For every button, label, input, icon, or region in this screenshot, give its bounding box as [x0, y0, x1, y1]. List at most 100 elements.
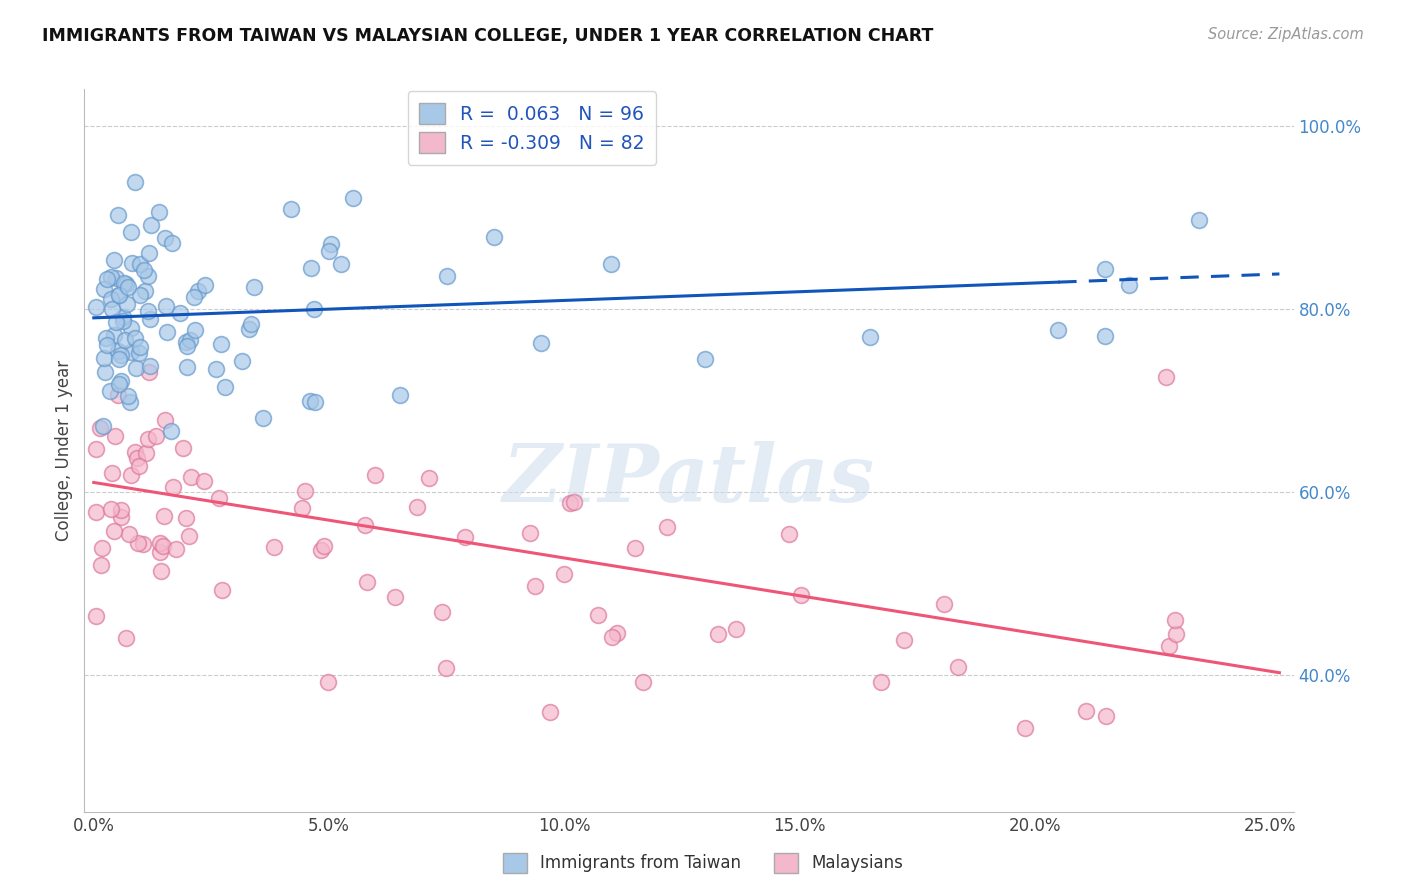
- Point: [342, 191, 364, 205]
- Point: [96, 272, 118, 286]
- Point: [434, 661, 457, 675]
- Point: [789, 588, 811, 602]
- Point: [101, 302, 124, 317]
- Point: [553, 566, 575, 581]
- Point: [870, 675, 893, 690]
- Point: [606, 626, 628, 640]
- Text: Source: ZipAtlas.com: Source: ZipAtlas.com: [1208, 27, 1364, 42]
- Point: [1188, 212, 1211, 227]
- Point: [90, 558, 112, 572]
- Point: [107, 388, 129, 402]
- Point: [118, 526, 141, 541]
- Point: [124, 445, 146, 459]
- Point: [105, 271, 128, 285]
- Point: [114, 277, 136, 291]
- Point: [388, 388, 411, 402]
- Point: [129, 257, 152, 271]
- Point: [128, 346, 150, 360]
- Point: [318, 244, 340, 258]
- Point: [184, 323, 207, 337]
- Point: [103, 327, 125, 342]
- Point: [180, 470, 202, 484]
- Point: [430, 605, 453, 619]
- Point: [136, 303, 159, 318]
- Point: [90, 541, 112, 555]
- Point: [299, 394, 322, 409]
- Text: ZIPatlas: ZIPatlas: [503, 441, 875, 518]
- Point: [138, 312, 160, 326]
- Point: [304, 395, 326, 409]
- Point: [100, 293, 122, 307]
- Point: [114, 631, 136, 645]
- Point: [156, 325, 179, 339]
- Point: [172, 442, 194, 456]
- Point: [120, 344, 142, 359]
- Point: [121, 256, 143, 270]
- Point: [152, 539, 174, 553]
- Point: [117, 280, 139, 294]
- Point: [356, 575, 378, 590]
- Point: [1014, 721, 1036, 735]
- Point: [934, 597, 956, 611]
- Point: [530, 335, 553, 350]
- Point: [600, 257, 623, 271]
- Point: [859, 330, 882, 344]
- Point: [93, 281, 115, 295]
- Point: [100, 502, 122, 516]
- Point: [128, 459, 150, 474]
- Point: [135, 446, 157, 460]
- Point: [176, 360, 198, 375]
- Point: [211, 582, 233, 597]
- Point: [174, 335, 197, 350]
- Point: [523, 579, 546, 593]
- Point: [321, 237, 343, 252]
- Point: [112, 314, 135, 328]
- Point: [1095, 709, 1118, 723]
- Point: [115, 297, 138, 311]
- Point: [1047, 323, 1070, 337]
- Point: [1094, 261, 1116, 276]
- Point: [519, 526, 541, 541]
- Point: [104, 429, 127, 443]
- Point: [209, 336, 232, 351]
- Point: [107, 376, 129, 391]
- Point: [89, 420, 111, 434]
- Point: [695, 351, 717, 366]
- Point: [125, 360, 148, 375]
- Point: [1094, 329, 1116, 343]
- Point: [110, 503, 132, 517]
- Point: [128, 340, 150, 354]
- Point: [948, 659, 970, 673]
- Point: [145, 429, 167, 443]
- Point: [136, 268, 159, 283]
- Point: [238, 322, 260, 336]
- Point: [138, 365, 160, 379]
- Point: [558, 496, 581, 510]
- Point: [150, 564, 173, 578]
- Point: [160, 236, 183, 251]
- Point: [311, 543, 333, 558]
- Point: [330, 256, 353, 270]
- Point: [179, 333, 201, 347]
- Point: [84, 442, 107, 456]
- Point: [231, 354, 253, 368]
- Point: [132, 537, 155, 551]
- Point: [153, 413, 176, 427]
- Point: [134, 285, 156, 299]
- Point: [707, 627, 730, 641]
- Point: [101, 466, 124, 480]
- Point: [384, 590, 406, 604]
- Point: [112, 276, 135, 290]
- Point: [1118, 277, 1140, 292]
- Point: [98, 384, 121, 398]
- Point: [125, 450, 148, 465]
- Point: [118, 395, 141, 409]
- Point: [121, 321, 143, 335]
- Point: [84, 300, 107, 314]
- Point: [108, 352, 131, 367]
- Point: [103, 252, 125, 267]
- Point: [187, 284, 209, 298]
- Point: [314, 539, 336, 553]
- Point: [94, 365, 117, 379]
- Point: [124, 175, 146, 189]
